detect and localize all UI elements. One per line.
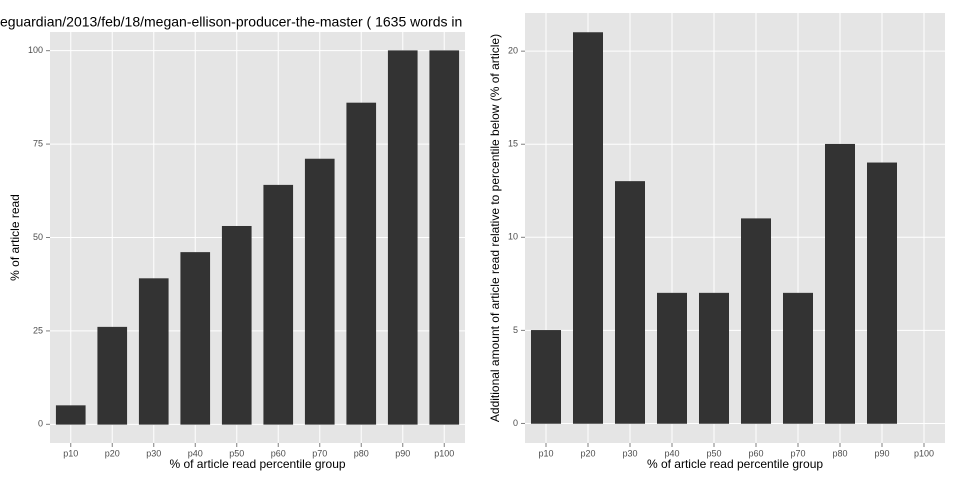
x-tick-label: p70 xyxy=(312,448,327,458)
bar xyxy=(740,218,771,424)
bar xyxy=(572,32,603,424)
x-tick-label: p100 xyxy=(434,448,454,458)
bar xyxy=(614,181,645,424)
bar xyxy=(55,405,86,425)
bar xyxy=(782,292,813,424)
bar xyxy=(656,292,687,424)
y-tick-label: 10 xyxy=(508,232,518,242)
y-tick-label: 20 xyxy=(508,46,518,56)
bar xyxy=(824,143,855,424)
y-tick-label: 5 xyxy=(513,325,518,335)
x-tick-label: p80 xyxy=(354,448,369,458)
x-tick-label: p10 xyxy=(538,448,553,458)
bar xyxy=(387,50,418,425)
x-tick-label: p50 xyxy=(229,448,244,458)
x-tick-label: p50 xyxy=(706,448,721,458)
x-tick-label: p100 xyxy=(914,448,934,458)
x-tick-label: p20 xyxy=(105,448,120,458)
x-tick-label: p10 xyxy=(63,448,78,458)
x-tick-label: p90 xyxy=(395,448,410,458)
x-tick-label: p60 xyxy=(271,448,286,458)
x-tick-label: p40 xyxy=(188,448,203,458)
x-axis-label: % of article read percentile group xyxy=(647,457,823,471)
bar xyxy=(138,278,169,425)
bar xyxy=(530,330,561,424)
y-tick-label: 0 xyxy=(38,419,43,429)
bar xyxy=(698,292,729,424)
bar xyxy=(263,184,294,425)
bar xyxy=(304,158,335,425)
y-axis-label: Additional amount of article read relati… xyxy=(488,34,502,422)
y-tick-label: 25 xyxy=(33,325,43,335)
y-tick-label: 75 xyxy=(33,138,43,148)
y-tick-label: 50 xyxy=(33,232,43,242)
bar xyxy=(221,225,252,425)
bar xyxy=(429,50,460,425)
x-tick-label: p90 xyxy=(874,448,889,458)
y-axis-label: % of article read xyxy=(8,194,22,281)
x-tick-label: p60 xyxy=(748,448,763,458)
chart-title: eguardian/2013/feb/18/megan-ellison-prod… xyxy=(0,14,462,30)
y-tick-label: 15 xyxy=(508,139,518,149)
x-tick-label: p30 xyxy=(146,448,161,458)
x-axis-label: % of article read percentile group xyxy=(169,457,345,471)
bar xyxy=(346,102,377,425)
y-tick-label: 100 xyxy=(28,45,43,55)
x-tick-label: p40 xyxy=(664,448,679,458)
x-tick-label: p30 xyxy=(622,448,637,458)
x-tick-label: p20 xyxy=(580,448,595,458)
bar xyxy=(97,326,128,425)
x-tick-label: p80 xyxy=(832,448,847,458)
bar xyxy=(180,252,211,425)
bar xyxy=(866,162,897,424)
x-tick-label: p70 xyxy=(790,448,805,458)
y-tick-label: 0 xyxy=(513,418,518,428)
